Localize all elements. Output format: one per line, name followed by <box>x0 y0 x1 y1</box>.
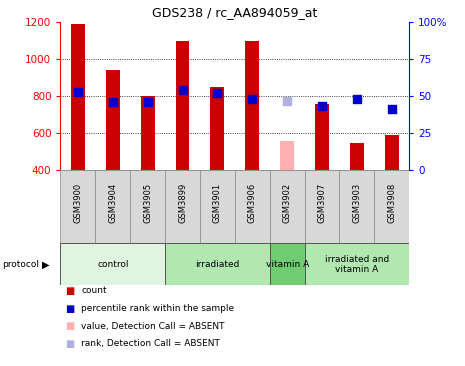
Bar <box>71 24 85 170</box>
Bar <box>305 243 409 285</box>
Text: control: control <box>97 260 128 269</box>
Point <box>388 107 395 112</box>
Point <box>179 87 186 93</box>
Point <box>283 98 291 104</box>
Point <box>74 89 82 94</box>
Bar <box>305 170 339 243</box>
Text: ■: ■ <box>65 321 74 331</box>
Text: GSM3899: GSM3899 <box>178 183 187 223</box>
Bar <box>339 170 374 243</box>
Text: rank, Detection Call = ABSENT: rank, Detection Call = ABSENT <box>81 339 220 348</box>
Title: GDS238 / rc_AA894059_at: GDS238 / rc_AA894059_at <box>152 6 318 19</box>
Text: ■: ■ <box>65 303 74 314</box>
Text: ▶: ▶ <box>42 259 49 269</box>
Bar <box>60 170 95 243</box>
Bar <box>95 170 130 243</box>
Point <box>109 99 116 105</box>
Bar <box>60 243 165 285</box>
Bar <box>280 142 294 170</box>
Text: vitamin A: vitamin A <box>266 260 309 269</box>
Bar <box>130 170 165 243</box>
Bar <box>350 143 364 170</box>
Text: GSM3903: GSM3903 <box>352 183 361 223</box>
Text: ■: ■ <box>65 339 74 349</box>
Text: GSM3901: GSM3901 <box>213 183 222 223</box>
Text: GSM3905: GSM3905 <box>143 183 152 223</box>
Bar <box>200 170 235 243</box>
Point <box>353 96 361 102</box>
Point <box>214 90 221 96</box>
Bar <box>270 170 305 243</box>
Bar <box>235 170 270 243</box>
Bar <box>140 96 154 170</box>
Text: value, Detection Call = ABSENT: value, Detection Call = ABSENT <box>81 322 225 330</box>
Text: GSM3900: GSM3900 <box>73 183 82 223</box>
Bar <box>385 135 399 170</box>
Point <box>248 96 256 102</box>
Text: ■: ■ <box>65 286 74 296</box>
Bar <box>374 170 409 243</box>
Bar <box>175 41 189 170</box>
Bar <box>315 104 329 170</box>
Text: GSM3908: GSM3908 <box>387 183 396 223</box>
Text: irradiated: irradiated <box>195 260 239 269</box>
Bar <box>106 70 120 170</box>
Point <box>144 99 152 105</box>
Bar <box>210 87 225 170</box>
Text: irradiated and
vitamin A: irradiated and vitamin A <box>325 255 389 274</box>
Bar <box>165 243 270 285</box>
Bar <box>165 170 200 243</box>
Text: GSM3902: GSM3902 <box>283 183 292 223</box>
Text: GSM3906: GSM3906 <box>248 183 257 223</box>
Text: count: count <box>81 287 107 295</box>
Point <box>318 104 325 109</box>
Text: protocol: protocol <box>2 260 40 269</box>
Text: GSM3907: GSM3907 <box>318 183 326 223</box>
Text: GSM3904: GSM3904 <box>108 183 117 223</box>
Bar <box>246 41 259 170</box>
Text: percentile rank within the sample: percentile rank within the sample <box>81 304 234 313</box>
Bar <box>270 243 305 285</box>
